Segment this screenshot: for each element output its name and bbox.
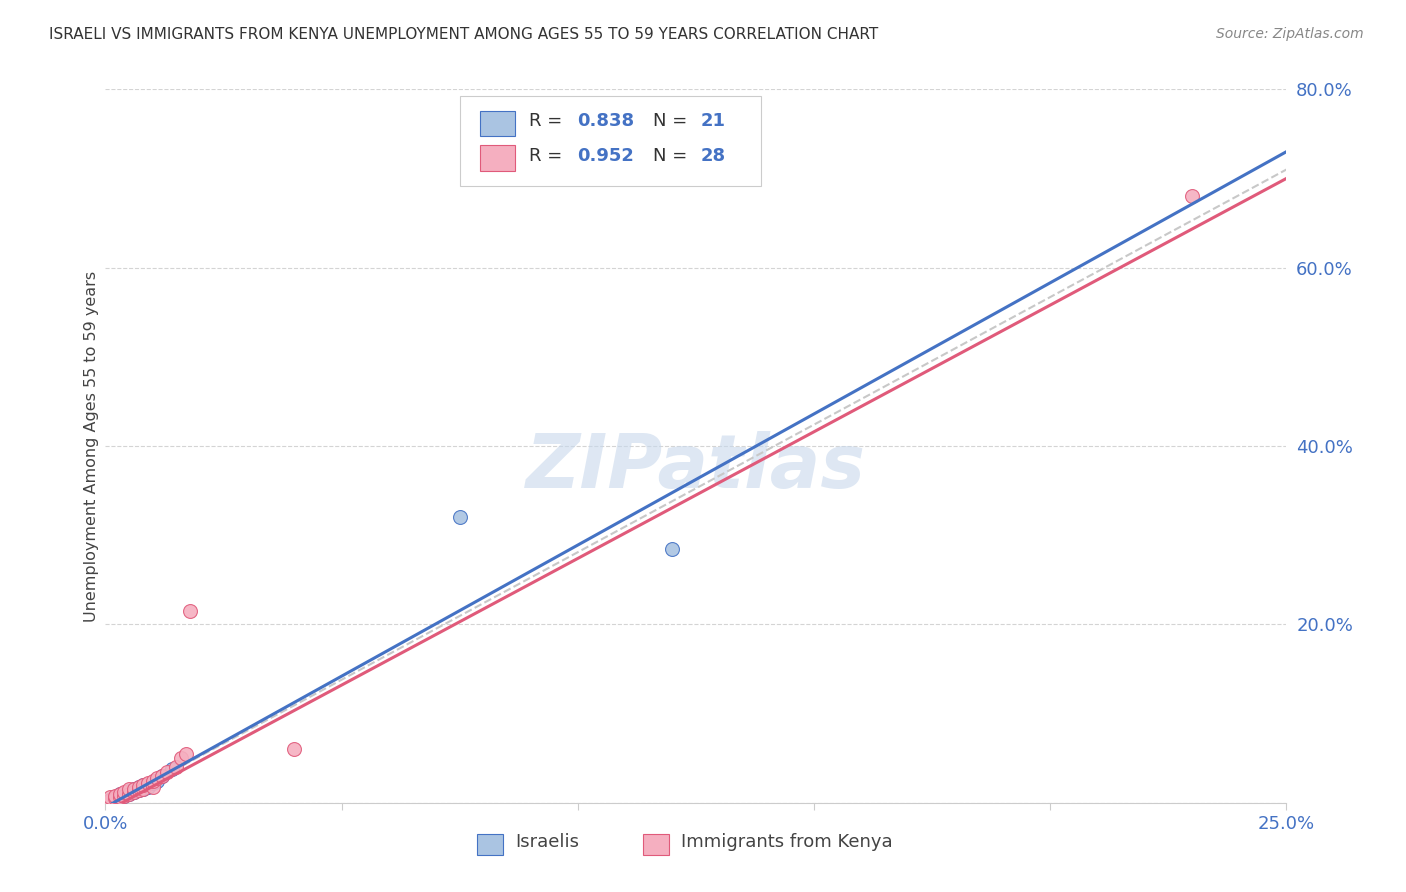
Point: [142, 773, 165, 788]
Text: R =: R =: [530, 146, 568, 164]
Point: [661, 541, 683, 556]
Point: [128, 780, 150, 794]
FancyBboxPatch shape: [643, 834, 669, 855]
Point: [118, 787, 141, 801]
Point: [128, 783, 150, 797]
Point: [132, 778, 155, 792]
Point: [108, 787, 131, 801]
Point: [118, 787, 141, 801]
Point: [132, 781, 155, 796]
Point: [108, 790, 131, 805]
Y-axis label: Unemployment Among Ages 55 to 59 years: Unemployment Among Ages 55 to 59 years: [84, 270, 98, 622]
Text: Immigrants from Kenya: Immigrants from Kenya: [681, 833, 893, 851]
Point: [98, 790, 121, 805]
Point: [104, 789, 127, 804]
Point: [108, 787, 131, 801]
Point: [112, 785, 135, 799]
Point: [104, 791, 127, 805]
Point: [170, 751, 193, 765]
Point: [122, 785, 145, 799]
Point: [128, 780, 150, 794]
Point: [132, 778, 155, 792]
Point: [160, 762, 183, 776]
Point: [104, 791, 127, 805]
Point: [122, 781, 145, 796]
Point: [122, 785, 145, 799]
Point: [104, 789, 127, 803]
Point: [146, 773, 169, 788]
Point: [98, 793, 121, 807]
Point: [283, 742, 305, 756]
Point: [136, 780, 159, 794]
Point: [179, 604, 201, 618]
Point: [118, 784, 141, 798]
Point: [1181, 189, 1204, 203]
Point: [150, 769, 173, 783]
Point: [136, 776, 159, 790]
Text: 21: 21: [700, 112, 725, 130]
Point: [165, 760, 187, 774]
Text: 28: 28: [700, 146, 725, 164]
Point: [112, 789, 135, 803]
Text: R =: R =: [530, 112, 568, 130]
Text: Israelis: Israelis: [515, 833, 579, 851]
Point: [118, 782, 141, 797]
FancyBboxPatch shape: [479, 111, 515, 136]
Point: [128, 783, 150, 797]
Point: [449, 510, 471, 524]
FancyBboxPatch shape: [460, 96, 761, 186]
Text: ZIPatlas: ZIPatlas: [526, 431, 866, 504]
Point: [156, 764, 179, 779]
Point: [142, 780, 165, 794]
Text: 0.952: 0.952: [576, 146, 634, 164]
FancyBboxPatch shape: [478, 834, 503, 855]
Point: [132, 781, 155, 796]
FancyBboxPatch shape: [479, 145, 515, 170]
Text: 0.838: 0.838: [576, 112, 634, 130]
Text: ISRAELI VS IMMIGRANTS FROM KENYA UNEMPLOYMENT AMONG AGES 55 TO 59 YEARS CORRELAT: ISRAELI VS IMMIGRANTS FROM KENYA UNEMPLO…: [49, 27, 879, 42]
Point: [108, 789, 131, 804]
Point: [122, 782, 145, 797]
Text: Source: ZipAtlas.com: Source: ZipAtlas.com: [1216, 27, 1364, 41]
Point: [174, 747, 197, 761]
Point: [98, 793, 121, 807]
Text: N =: N =: [654, 112, 693, 130]
Point: [146, 771, 169, 785]
Point: [150, 769, 173, 783]
Point: [112, 789, 135, 803]
Point: [142, 776, 165, 790]
Text: N =: N =: [654, 146, 693, 164]
